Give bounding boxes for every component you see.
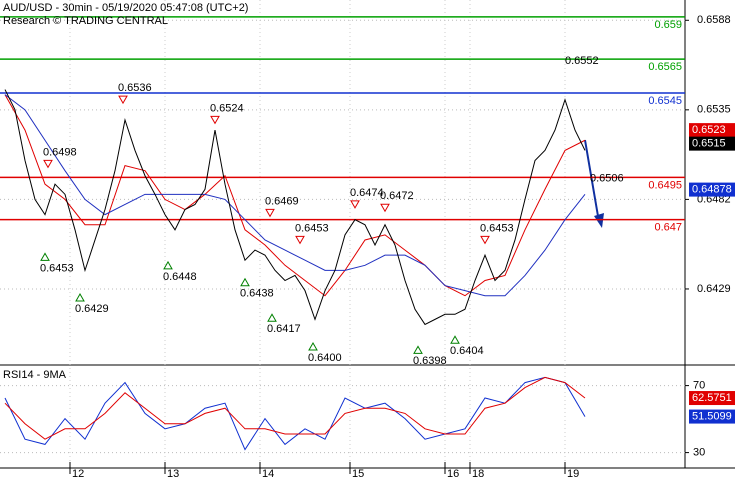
x-tick-label: 13 xyxy=(167,468,179,480)
x-tick-label: 15 xyxy=(352,468,364,480)
annotation-label: 0.6453 xyxy=(40,262,74,274)
x-tick-label: 19 xyxy=(567,468,579,480)
marker-triangle xyxy=(480,235,490,245)
price-line xyxy=(4,89,586,326)
marker-triangle xyxy=(450,335,460,344)
level-label: 0.647 xyxy=(654,222,682,234)
moving-average xyxy=(4,94,586,297)
y-tick-label: 30 xyxy=(693,446,705,458)
marker-triangle xyxy=(118,95,128,105)
annotation-label: 0.6453 xyxy=(480,222,514,234)
forecast-arrow xyxy=(584,139,600,223)
annotation-label: 0.6453 xyxy=(295,222,329,234)
marker-triangle xyxy=(43,159,53,169)
level-label: 0.659 xyxy=(654,19,682,31)
marker-triangle xyxy=(380,203,390,213)
y-tick-label: 0.6588 xyxy=(697,14,731,26)
marker-triangle xyxy=(40,252,50,261)
annotation-label: 0.6404 xyxy=(450,345,484,357)
annotation-label: 0.6536 xyxy=(118,82,152,94)
marker-triangle xyxy=(267,313,277,322)
value-box xyxy=(689,409,735,424)
annotation-label: 0.6417 xyxy=(267,323,301,335)
annotation-label: 0.6469 xyxy=(265,195,299,207)
level-label: 0.6565 xyxy=(648,61,682,73)
y-tick-label: 0.6535 xyxy=(697,104,731,116)
value-box-label: 0.6515 xyxy=(692,138,726,150)
value-box xyxy=(689,123,735,138)
annotation-label: 0.6398 xyxy=(413,355,447,367)
rsi-title: RSI14 - 9MA xyxy=(3,369,67,381)
marker-triangle xyxy=(75,292,85,302)
annotation-label: 0.6448 xyxy=(163,271,197,283)
annotation-label: 0.6438 xyxy=(240,288,274,300)
rsi-line xyxy=(4,376,586,451)
x-tick-label: 18 xyxy=(472,468,484,480)
x-tick-label: 16 xyxy=(447,468,459,480)
marker-triangle xyxy=(295,235,305,245)
marker-triangle xyxy=(350,200,360,209)
value-box xyxy=(689,391,735,406)
x-tick-label: 12 xyxy=(72,468,84,480)
annotation-label: 0.6506 xyxy=(590,173,624,185)
level-label: 0.6495 xyxy=(648,179,682,191)
value-box-label: 0.64878 xyxy=(692,184,732,196)
value-box xyxy=(689,136,735,151)
annotation-label: 0.6552 xyxy=(565,55,599,67)
value-box xyxy=(689,182,735,197)
marker-triangle xyxy=(240,277,250,287)
marker-triangle xyxy=(413,345,423,354)
annotation-label: 0.6498 xyxy=(43,146,77,158)
marker-triangle xyxy=(308,341,318,351)
value-box-label: 62.5751 xyxy=(692,392,732,404)
chart-subtitle: Research © TRADING CENTRAL xyxy=(3,15,168,27)
y-tick-label: 70 xyxy=(693,380,705,392)
marker-triangle xyxy=(210,115,220,125)
y-tick-label: 0.6429 xyxy=(697,283,731,295)
marker-triangle xyxy=(163,260,173,270)
annotation-label: 0.6472 xyxy=(380,190,414,202)
annotation-label: 0.6400 xyxy=(308,352,342,364)
chart-title: AUD/USD - 30min - 05/19/2020 05:47:08 (U… xyxy=(3,2,248,14)
value-box-label: 51.5099 xyxy=(692,410,732,422)
annotation-label: 0.6524 xyxy=(210,102,244,114)
x-tick-label: 14 xyxy=(262,468,274,480)
annotation-label: 0.6429 xyxy=(75,303,109,315)
arrow-head xyxy=(594,213,604,228)
moving-average xyxy=(4,94,586,297)
rsi-line xyxy=(4,376,586,440)
value-box-label: 0.6523 xyxy=(692,124,726,136)
annotation-label: 0.6474 xyxy=(350,187,384,199)
marker-triangle xyxy=(265,208,275,218)
level-label: 0.6545 xyxy=(648,95,682,107)
